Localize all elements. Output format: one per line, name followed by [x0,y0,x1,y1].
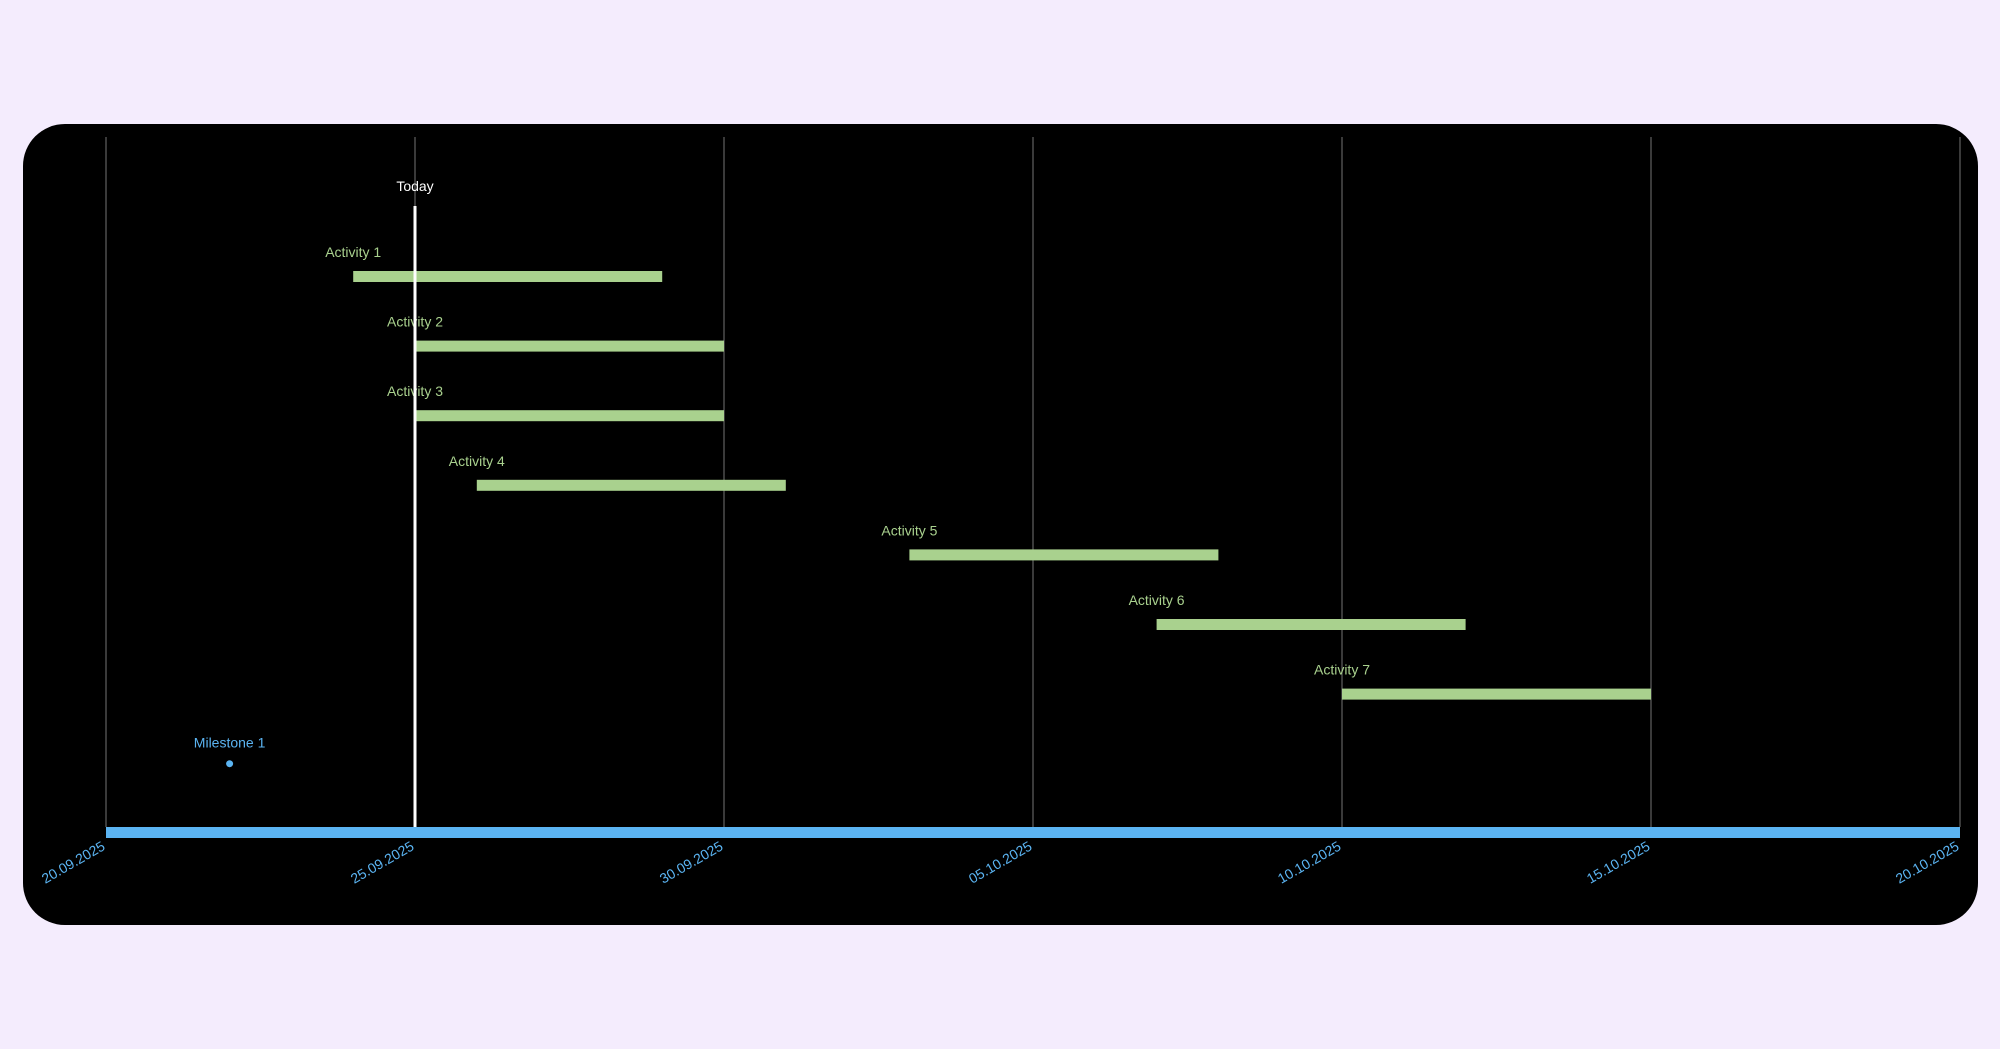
activity-label: Activity 1 [325,244,381,260]
activity-bar [353,271,663,282]
activity-row: Activity 1 [325,244,663,282]
activity-label: Activity 6 [1129,592,1185,608]
today-marker: Today [396,178,434,827]
activity-row: Activity 2 [387,314,724,352]
activity-row: Activity 7 [1314,662,1651,700]
tick-label: 20.10.2025 [1893,838,1962,887]
activity-row: Activity 5 [881,522,1219,561]
gantt-chart-card: Activity 1 Activity 2 Activity 3 Activity 4… [23,124,1978,925]
activity-label: Activity 4 [449,453,505,469]
axis-bar [106,827,1960,838]
activity-bar [476,479,786,491]
today-label: Today [396,178,433,194]
tick-label: 25.09.2025 [348,838,417,887]
activity-bar [909,549,1219,561]
activity-label: Activity 7 [1314,662,1370,678]
tick-label: 30.09.2025 [657,838,726,887]
activity-bar [1156,619,1466,630]
gantt-chart: Activity 1 Activity 2 Activity 3 Activity 4… [39,137,1962,887]
tick-label: 10.10.2025 [1275,838,1344,887]
grid-lines [105,137,1961,827]
tick-label: 05.10.2025 [966,838,1035,887]
activity-row: Activity 4 [449,453,786,491]
activity-bars: Activity 1 Activity 2 Activity 3 Activity 4… [325,244,1651,700]
milestone-marker [226,760,234,768]
milestone: Milestone 1 [194,735,266,768]
milestone-label: Milestone 1 [194,735,266,751]
milestones: Milestone 1 [194,735,266,768]
axis-tick-labels: 20.09.2025 25.09.2025 30.09.2025 05.10.2025… [39,838,1962,887]
time-axis [106,827,1960,838]
activity-row: Activity 3 [387,383,724,422]
tick-label: 15.10.2025 [1584,838,1653,887]
tick-label: 20.09.2025 [39,838,108,887]
activity-bar [1342,688,1651,700]
activity-bar [415,340,724,352]
activity-row: Activity 6 [1129,592,1466,630]
today-line [413,206,417,827]
activity-label: Activity 5 [881,522,937,538]
activity-bar [415,410,724,422]
